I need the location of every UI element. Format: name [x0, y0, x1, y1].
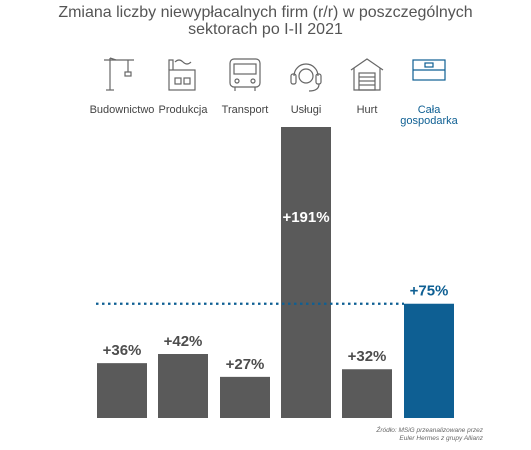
category-label: Transport [222, 104, 269, 116]
bar [342, 369, 392, 418]
source-note-line2: Euler Hermes z grupy Allianz [399, 435, 483, 442]
category-label: Budownictwo [90, 104, 155, 116]
bar [281, 127, 331, 418]
chart-title-line1: Zmiana liczby niewypłacalnych firm (r/r)… [58, 4, 473, 21]
data-label: +32% [348, 348, 387, 365]
category-label: gospodarka [400, 115, 458, 127]
category-label: Usługi [291, 104, 322, 116]
data-label: +191% [282, 209, 329, 226]
bus-icon [229, 58, 261, 92]
headset-icon [290, 63, 322, 92]
data-label: +36% [103, 342, 142, 359]
warehouse-icon [350, 58, 384, 91]
flag-icon [412, 59, 446, 81]
bar [404, 303, 454, 418]
source-note-line1: Źródło: MSiG przeanalizowane przez [376, 427, 483, 434]
factory-icon [168, 59, 196, 91]
crane-icon [103, 57, 135, 91]
bar [97, 363, 147, 418]
category-label: Produkcja [159, 104, 209, 116]
data-label: +75% [410, 283, 449, 300]
bar [220, 376, 270, 418]
category-label: Hurt [357, 104, 378, 116]
chart-title-line2: sektorach po I-II 2021 [188, 21, 343, 38]
category-label: Cała [418, 104, 442, 116]
data-label: +42% [164, 333, 203, 350]
bar [158, 354, 208, 418]
data-label: +27% [226, 356, 265, 373]
